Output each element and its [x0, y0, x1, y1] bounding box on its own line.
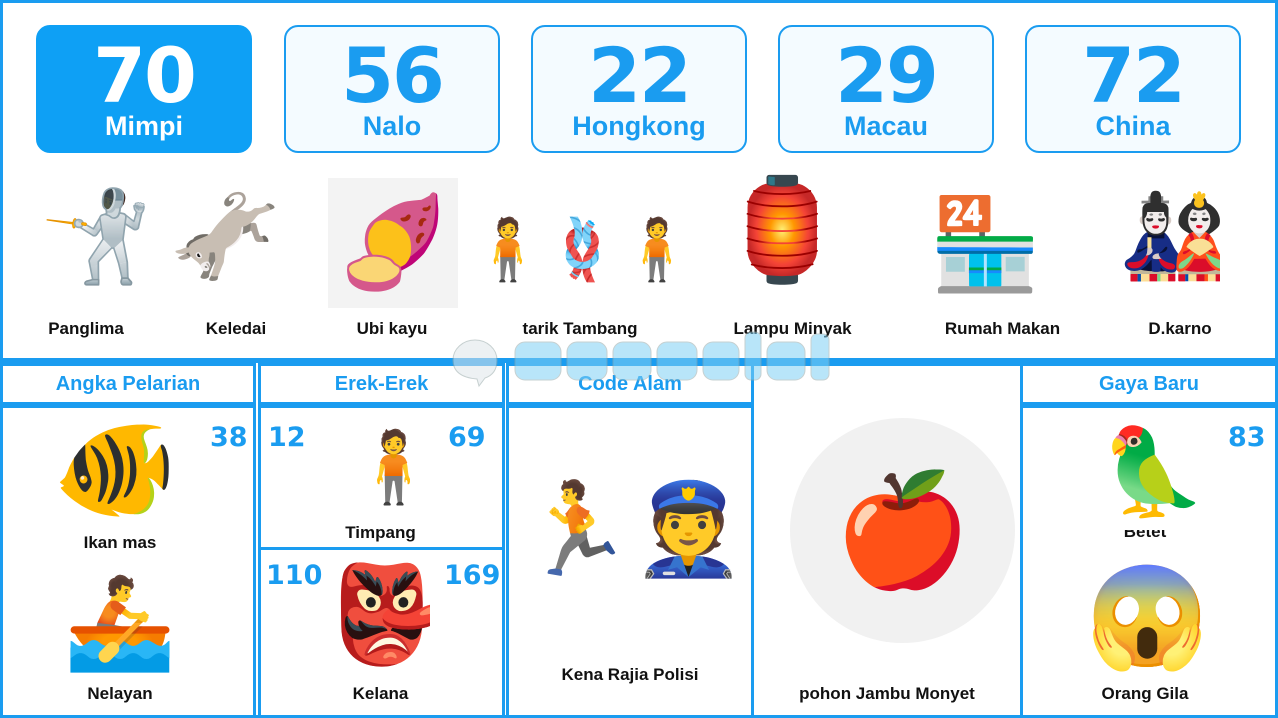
picture-label: Lampu Minyak	[733, 319, 852, 338]
picture-label: Ubi kayu	[356, 319, 428, 338]
card-label: Nalo	[362, 111, 422, 141]
sweet-potato-image: 🍠	[328, 178, 458, 308]
lantern-image: 🏮	[720, 174, 820, 286]
item-label: Timpang	[345, 523, 416, 542]
item-label: Orang Gila	[1101, 684, 1189, 703]
item-label: Nelayan	[87, 684, 153, 703]
erek-number: 12	[268, 422, 306, 453]
police-raid-image: 🏃👮	[520, 480, 745, 580]
card-number: 56	[341, 31, 445, 120]
fisherman-image: 🚣	[63, 574, 177, 674]
erek-erek-bottom-box	[258, 547, 505, 718]
erek-number: 69	[448, 422, 486, 453]
goldfish-image: 🐠	[52, 413, 178, 525]
card-label: Hongkong	[572, 111, 706, 141]
erek-number: 110	[266, 560, 323, 591]
angka-pelarian-box	[0, 405, 256, 718]
limping-man-image: 🧍	[350, 428, 410, 506]
item-label: Ikan mas	[83, 533, 157, 552]
card-hongkong: 22 Hongkong	[531, 25, 747, 153]
cashew-image: 🍎	[790, 418, 1015, 643]
picture-label: Rumah Makan	[944, 319, 1061, 338]
picture-label: Panglima	[48, 319, 124, 338]
mask-image: 👺	[330, 562, 430, 668]
angka-pelarian-number: 38	[210, 422, 248, 453]
card-china: 72 China	[1025, 25, 1241, 153]
picture-label: tarik Tambang	[522, 319, 638, 338]
crazy-man-image: 😱	[1085, 561, 1205, 673]
card-label: Macau	[843, 111, 929, 141]
card-number: 72	[1082, 31, 1186, 120]
card-macau: 29 Macau	[778, 25, 994, 153]
gaya-baru-header: Gaya Baru	[1020, 363, 1278, 405]
card-number: 22	[588, 31, 692, 120]
card-number: 70	[93, 31, 197, 120]
warrior-image: 🤺	[40, 187, 150, 287]
picture-label: Keledai	[205, 319, 267, 338]
card-label: China	[1095, 111, 1171, 141]
card-number: 29	[835, 31, 939, 120]
item-label: Betet	[1123, 530, 1167, 541]
tug-of-war-image: 🧍🪢🧍	[470, 216, 695, 283]
picture-label: D.karno	[1148, 319, 1212, 338]
code-alam-header: Code Alam	[506, 363, 754, 405]
restaurant-image: 🏪	[928, 195, 1042, 295]
card-nalo: 56 Nalo	[284, 25, 500, 153]
item-label: Kelana	[352, 684, 409, 703]
item-label: pohon Jambu Monyet	[799, 684, 975, 703]
angka-pelarian-header: Angka Pelarian	[0, 363, 256, 405]
donkey-image: 🫏	[168, 187, 282, 287]
parrot-image: 🦜	[1100, 425, 1200, 520]
puppet-image: 🎎	[1120, 187, 1220, 287]
card-mimpi: 70 Mimpi	[36, 25, 252, 153]
item-label: Kena Rajia Polisi	[561, 665, 699, 684]
gaya-baru-box	[1020, 405, 1278, 718]
erek-number: 169	[444, 560, 501, 591]
erek-erek-header: Erek-Erek	[258, 363, 505, 405]
card-label: Mimpi	[105, 111, 183, 141]
gaya-baru-number: 83	[1228, 422, 1266, 453]
